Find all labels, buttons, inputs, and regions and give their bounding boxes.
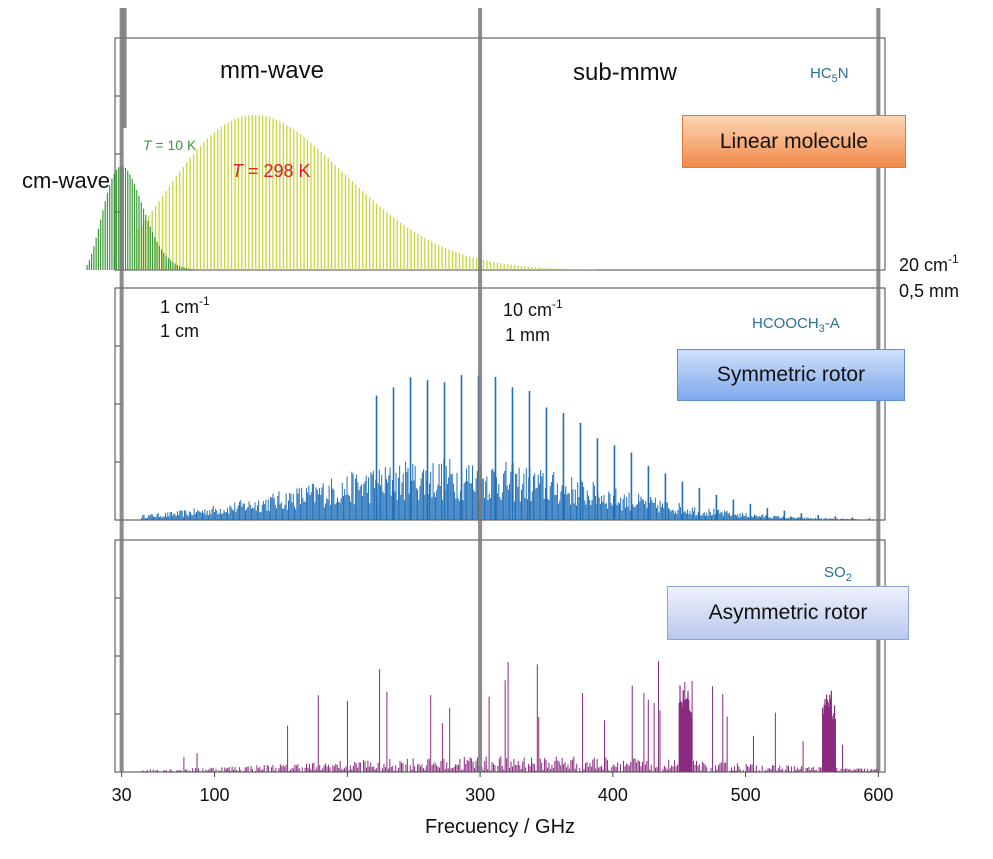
x-tick-label-500: 500: [731, 785, 761, 805]
x-tick-labels: 30 100 200 300 400 500 600: [112, 785, 894, 805]
panel-frame-asymmetric: [114, 539, 886, 773]
asymmetric-rotor-label: Asymmetric rotor: [667, 586, 909, 640]
marker-wavenumber-600: 20 cm-1: [899, 252, 959, 275]
x-tick-label-300: 300: [465, 785, 495, 805]
x-tick-label-200: 200: [332, 785, 362, 805]
x-tick-label-30: 30: [112, 785, 132, 805]
linear-molecule-label: Linear molecule: [682, 115, 906, 168]
x-tick-label-100: 100: [200, 785, 230, 805]
symmetric-rotor-label: Symmetric rotor: [677, 349, 905, 401]
marker-wavenumber-30: 1 cm-1: [160, 294, 210, 317]
spectra-lines: [86, 115, 879, 772]
band-label-cm-wave: cm-wave: [22, 168, 110, 193]
molecule-label-hcooch3: HCOOCH3-A: [752, 315, 840, 335]
molecule-label-hc5n: HC5N: [810, 65, 849, 85]
marker-wavenumber-300: 10 cm-1: [503, 297, 563, 320]
x-tick-label-600: 600: [863, 785, 893, 805]
x-tick-label-400: 400: [598, 785, 628, 805]
temperature-label-298k: T = 298 K: [232, 161, 311, 181]
band-label-mm-wave: mm-wave: [220, 57, 324, 84]
molecule-label-so2: SO2: [824, 564, 852, 584]
panel-ticks: [115, 95, 879, 777]
marker-wavelength-30: 1 cm: [160, 321, 199, 341]
marker-wavelength-300: 1 mm: [505, 325, 550, 345]
marker-wavelength-600: 0,5 mm: [899, 281, 959, 301]
band-label-sub-mmw: sub-mmw: [573, 59, 678, 86]
temperature-label-10k: T = 10 K: [143, 137, 197, 153]
x-axis-label: Frecuency / GHz: [425, 816, 575, 838]
